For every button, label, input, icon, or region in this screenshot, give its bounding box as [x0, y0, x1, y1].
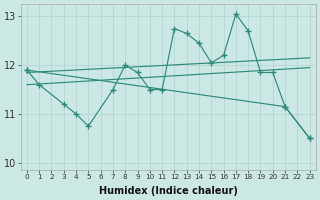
X-axis label: Humidex (Indice chaleur): Humidex (Indice chaleur) [99, 186, 238, 196]
